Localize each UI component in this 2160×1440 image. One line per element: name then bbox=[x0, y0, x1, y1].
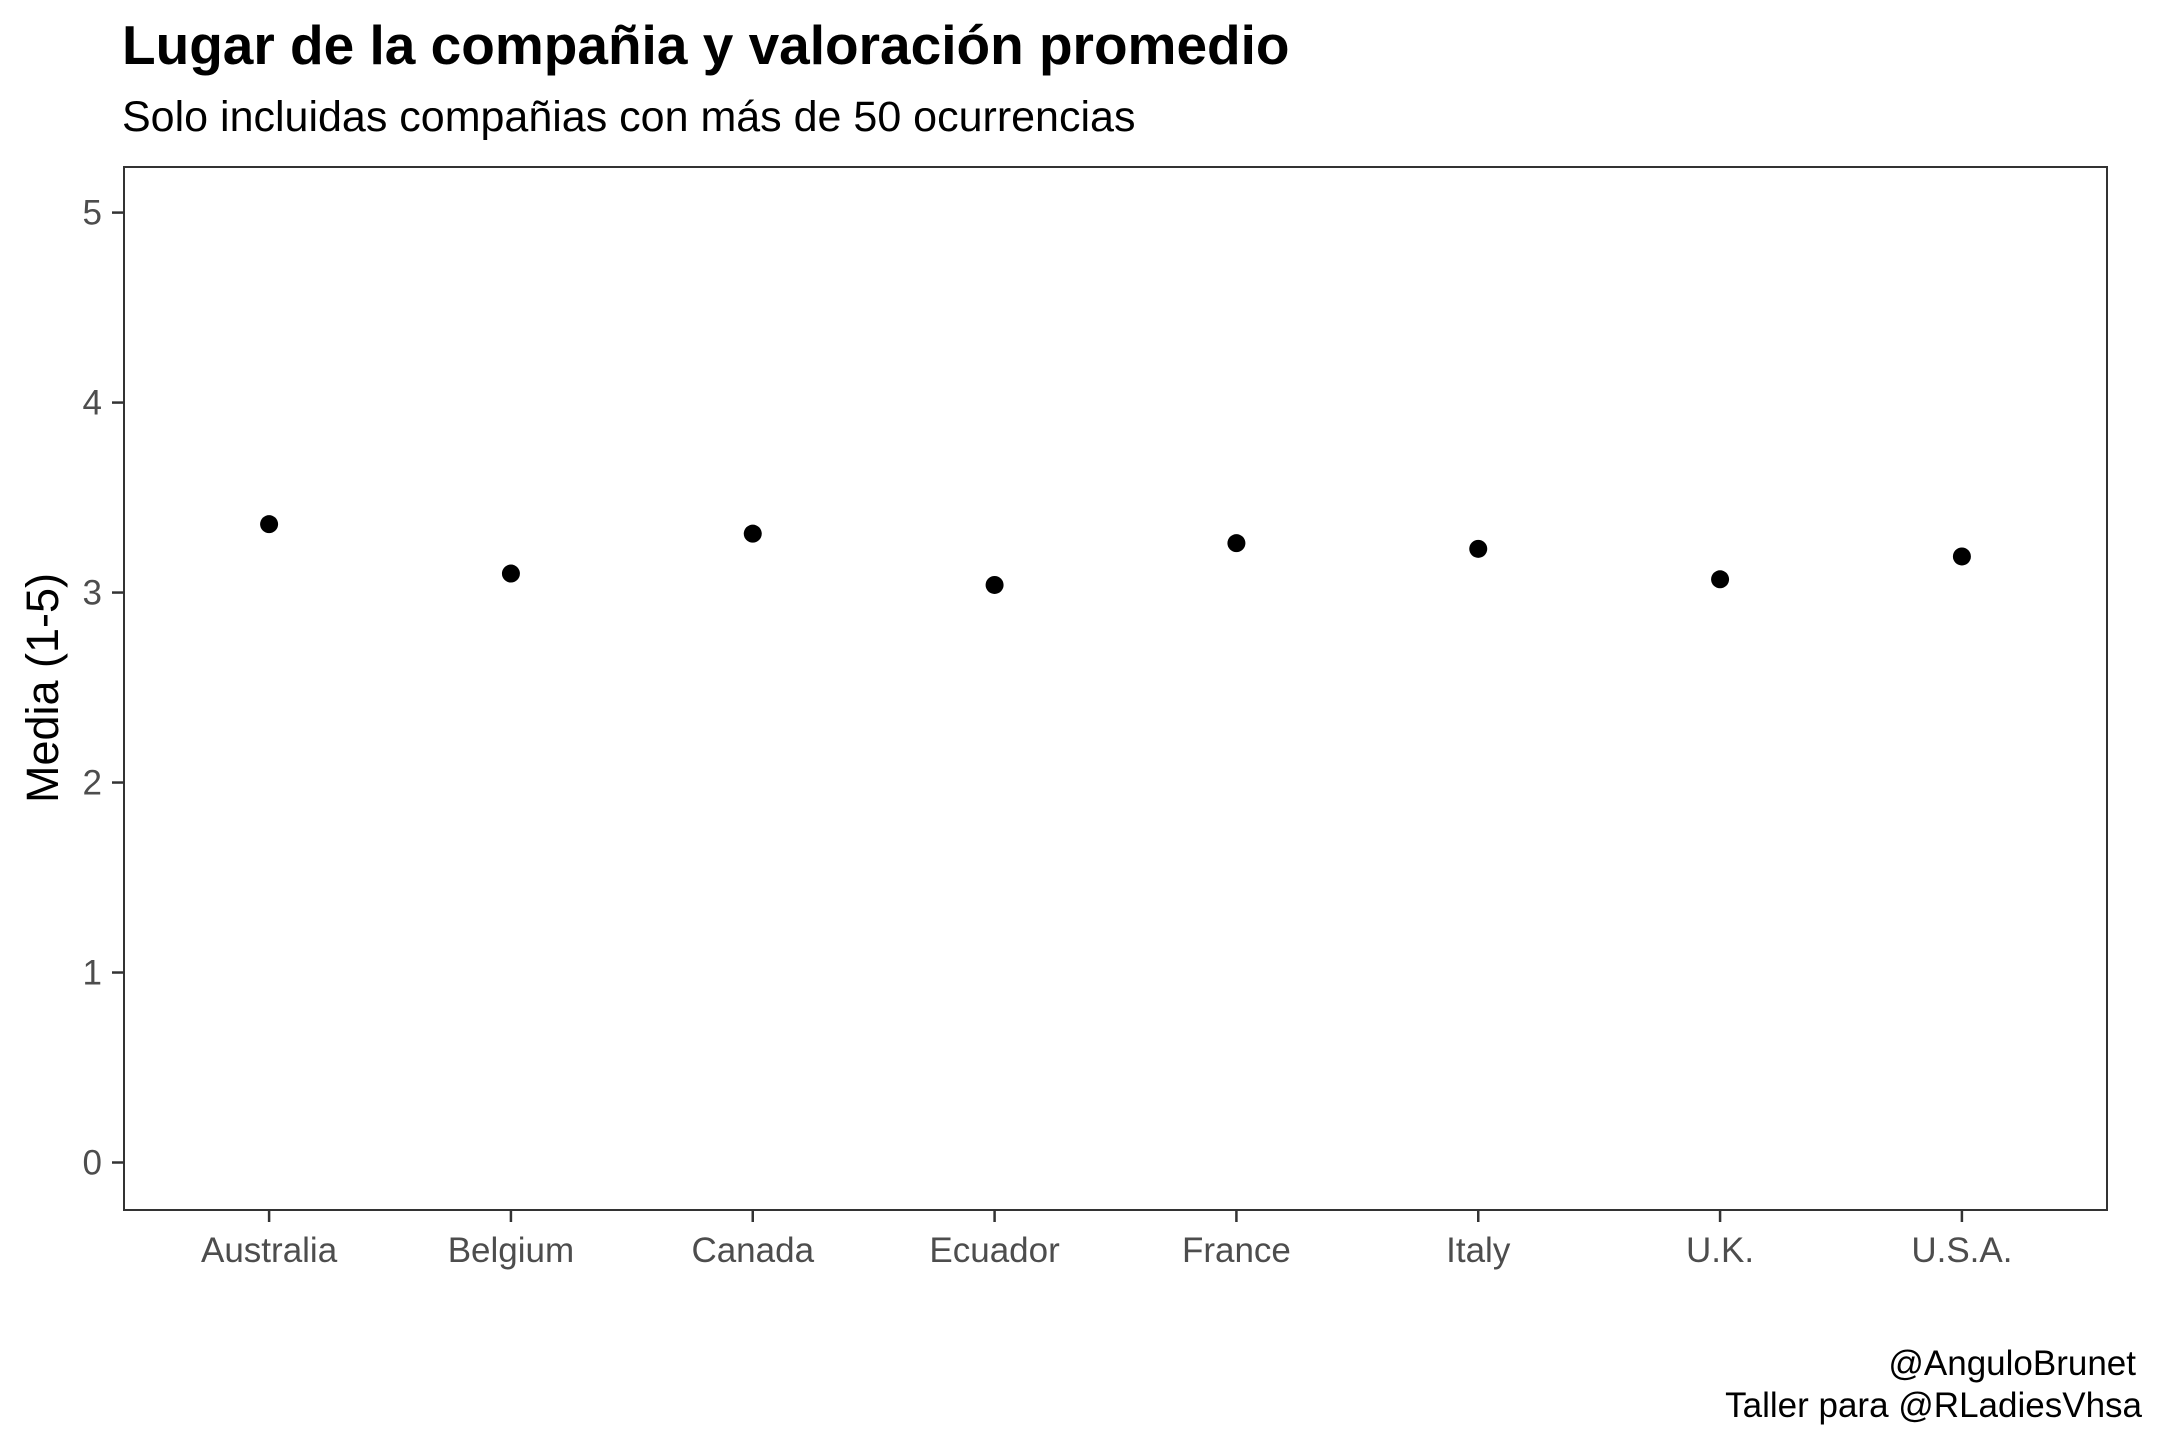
data-point bbox=[985, 575, 1004, 594]
x-tick-label: Australia bbox=[201, 1231, 338, 1270]
chart-subtitle: Solo incluidas compañias con más de 50 o… bbox=[122, 93, 1135, 141]
data-point bbox=[1469, 539, 1488, 558]
x-tick-label: France bbox=[1182, 1231, 1291, 1270]
data-point bbox=[1952, 547, 1971, 566]
data-point bbox=[743, 524, 762, 543]
x-tick-label: Ecuador bbox=[929, 1231, 1060, 1270]
x-tick-label: Canada bbox=[691, 1231, 814, 1270]
x-axis: Australia Belgium Canada Ecuador France Italy… bbox=[201, 1210, 2012, 1270]
x-tick-label: Belgium bbox=[448, 1231, 574, 1270]
y-tick-label: 4 bbox=[83, 384, 102, 423]
x-tick-label: U.S.A. bbox=[1911, 1231, 2012, 1270]
y-tick-label: 3 bbox=[83, 574, 102, 613]
x-tick-label: Italy bbox=[1446, 1231, 1511, 1270]
y-axis: 0 1 2 3 4 5 bbox=[83, 194, 124, 1183]
chart-title: Lugar de la compañia y valoración promed… bbox=[122, 14, 1290, 76]
data-point bbox=[1711, 570, 1730, 589]
data-points bbox=[260, 515, 1971, 594]
x-tick-label: U.K. bbox=[1686, 1231, 1754, 1270]
y-tick-label: 1 bbox=[83, 954, 102, 993]
caption-author: @AnguloBrunet bbox=[1888, 1344, 2136, 1383]
data-point bbox=[501, 564, 520, 583]
y-axis-title: Media (1-5) bbox=[17, 573, 68, 803]
y-tick-label: 5 bbox=[83, 194, 102, 233]
plot-panel bbox=[123, 166, 2108, 1211]
data-point bbox=[1227, 534, 1246, 553]
y-tick-label: 0 bbox=[83, 1144, 102, 1183]
y-tick-label: 2 bbox=[83, 764, 102, 803]
data-point bbox=[260, 515, 279, 534]
caption-workshop: Taller para @RLadiesVhsa bbox=[1725, 1386, 2142, 1425]
